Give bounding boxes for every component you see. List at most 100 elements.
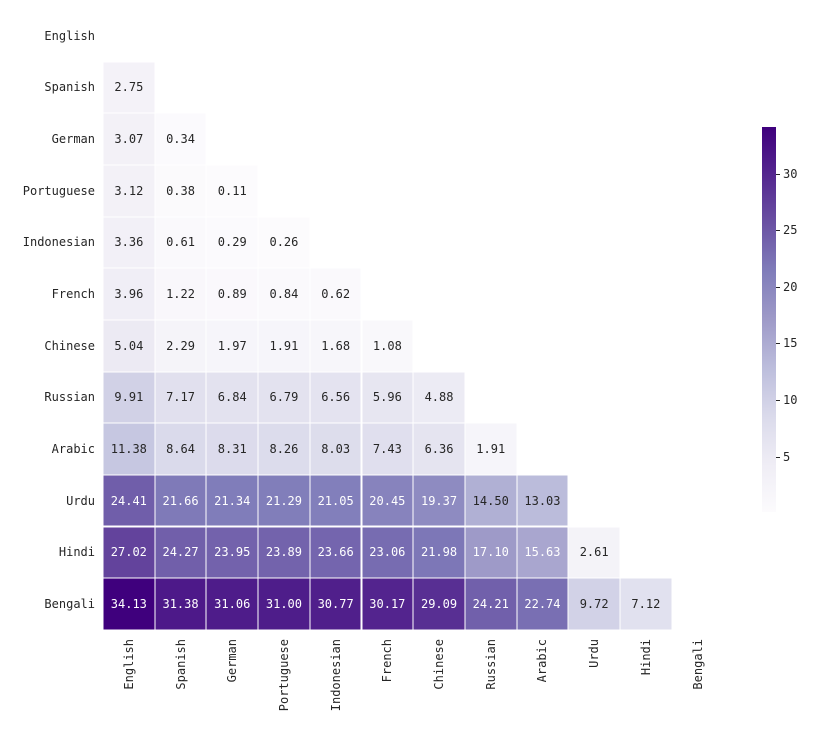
heatmap-cell: 8.03 <box>309 423 362 475</box>
x-tick-label: Spanish <box>173 639 188 690</box>
colorbar-tick-label: 30 <box>783 166 798 181</box>
x-tick-label: Chinese <box>432 639 447 690</box>
heatmap-cell: 24.21 <box>464 578 517 630</box>
heatmap-cell: 0.89 <box>206 268 259 320</box>
colorbar-tick-mark <box>776 173 780 175</box>
heatmap-cell: 1.91 <box>258 319 310 372</box>
heatmap-cell: 23.66 <box>309 526 362 579</box>
heatmap-cell: 21.05 <box>309 474 362 527</box>
heatmap-cell: 1.22 <box>154 268 207 320</box>
x-tick-label: Bengali <box>690 639 705 690</box>
heatmap-cell: 1.08 <box>361 319 414 372</box>
x-tick-label: English <box>121 639 136 690</box>
heatmap-cell: 2.61 <box>568 526 620 579</box>
heatmap-cell: 14.50 <box>464 474 517 527</box>
heatmap-cell: 5.04 <box>103 319 155 372</box>
heatmap-cell: 23.95 <box>206 526 259 579</box>
y-tick-label: Russian <box>44 390 95 405</box>
heatmap-cell: 3.07 <box>103 113 155 165</box>
heatmap-cell: 0.34 <box>154 113 207 165</box>
heatmap-cell: 7.12 <box>620 578 672 630</box>
heatmap-cell: 0.26 <box>258 216 310 269</box>
heatmap-cell: 0.84 <box>258 268 310 320</box>
heatmap-cell: 11.38 <box>103 423 155 475</box>
heatmap-cell: 6.84 <box>206 371 259 424</box>
heatmap-cell: 6.56 <box>309 371 362 424</box>
heatmap-cell: 0.29 <box>206 216 259 269</box>
y-tick-label: English <box>44 28 95 43</box>
heatmap-cell: 34.13 <box>103 578 155 630</box>
y-tick-label: French <box>51 287 95 302</box>
colorbar-tick-label: 10 <box>783 393 798 408</box>
y-tick-label: Arabic <box>51 442 95 457</box>
x-tick-label: Hindi <box>638 639 653 676</box>
heatmap-cell: 9.91 <box>103 371 155 424</box>
y-tick-label: Indonesian <box>22 235 95 250</box>
heatmap-cell: 7.43 <box>361 423 414 475</box>
heatmap-cell: 31.06 <box>206 578 259 630</box>
heatmap-cell: 31.38 <box>154 578 207 630</box>
heatmap-cell: 27.02 <box>103 526 155 579</box>
heatmap-cell: 23.06 <box>361 526 414 579</box>
heatmap-cell: 1.97 <box>206 319 259 372</box>
heatmap-cell: 0.61 <box>154 216 207 269</box>
heatmap-cell: 20.45 <box>361 474 414 527</box>
heatmap-cell: 0.11 <box>206 164 259 217</box>
heatmap-cell: 13.03 <box>516 474 569 527</box>
heatmap-cell: 1.68 <box>309 319 362 372</box>
colorbar-tick-mark <box>776 400 780 402</box>
x-tick-label: French <box>380 639 395 683</box>
x-tick-label: Arabic <box>535 639 550 683</box>
y-tick-label: Hindi <box>58 545 95 560</box>
y-tick-label: Bengali <box>44 596 95 611</box>
heatmap-cell: 31.00 <box>258 578 310 630</box>
colorbar-tick-label: 15 <box>783 336 798 351</box>
colorbar-tick-label: 20 <box>783 279 798 294</box>
heatmap-cell: 21.34 <box>206 474 259 527</box>
x-tick-label: Urdu <box>587 639 602 668</box>
heatmap-cell: 0.62 <box>309 268 362 320</box>
heatmap-cell: 5.96 <box>361 371 414 424</box>
colorbar-tick-mark <box>776 343 780 345</box>
heatmap-cell: 23.89 <box>258 526 310 579</box>
heatmap-cell: 8.31 <box>206 423 259 475</box>
heatmap-cell: 21.29 <box>258 474 310 527</box>
x-tick-label: Russian <box>483 639 498 690</box>
y-tick-label: Urdu <box>66 493 95 508</box>
heatmap-cell: 6.36 <box>413 423 465 475</box>
heatmap-cell: 8.26 <box>258 423 310 475</box>
y-tick-label: Chinese <box>44 338 95 353</box>
heatmap-cell: 21.98 <box>413 526 465 579</box>
heatmap-cell: 1.91 <box>464 423 517 475</box>
heatmap-cell: 2.75 <box>103 61 155 114</box>
colorbar-gradient <box>762 127 776 512</box>
colorbar-tick-mark <box>776 230 780 232</box>
y-tick-label: Portuguese <box>22 183 95 198</box>
colorbar-tick-label: 5 <box>783 449 791 464</box>
colorbar-tick-mark <box>776 456 780 458</box>
y-tick-label: Spanish <box>44 80 95 95</box>
heatmap-cell: 24.41 <box>103 474 155 527</box>
heatmap-cell: 7.17 <box>154 371 207 424</box>
heatmap-cell: 4.88 <box>413 371 465 424</box>
heatmap-cell: 29.09 <box>413 578 465 630</box>
heatmap-cell: 9.72 <box>568 578 620 630</box>
x-tick-label: German <box>225 639 240 683</box>
heatmap-cell: 30.77 <box>309 578 362 630</box>
heatmap-cell: 3.36 <box>103 216 155 269</box>
x-tick-label: Portuguese <box>276 639 291 712</box>
heatmap-cell: 15.63 <box>516 526 569 579</box>
heatmap-cell: 22.74 <box>516 578 569 630</box>
heatmap-cell: 2.29 <box>154 319 207 372</box>
x-tick-label: Indonesian <box>328 639 343 712</box>
colorbar-tick-label: 25 <box>783 223 798 238</box>
heatmap-cell: 3.96 <box>103 268 155 320</box>
heatmap-cell: 19.37 <box>413 474 465 527</box>
y-tick-label: German <box>51 132 95 147</box>
heatmap-cell: 24.27 <box>154 526 207 579</box>
heatmap-cell: 21.66 <box>154 474 207 527</box>
heatmap-cell: 6.79 <box>258 371 310 424</box>
heatmap-cell: 3.12 <box>103 164 155 217</box>
